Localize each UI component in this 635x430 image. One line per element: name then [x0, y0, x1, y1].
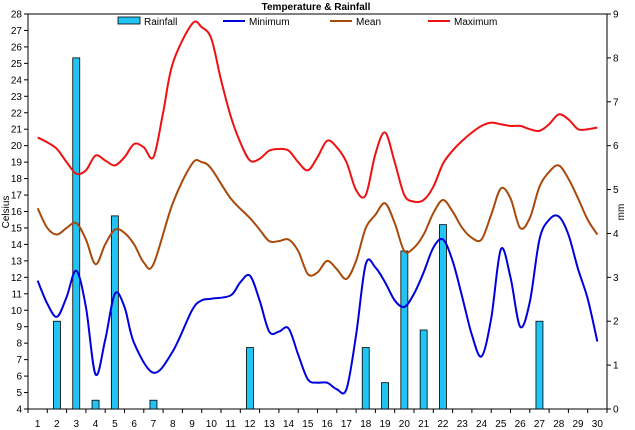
- y-tick-label: 13: [11, 256, 23, 267]
- y-tick-label: 20: [11, 141, 23, 152]
- y2-tick-label: 2: [613, 317, 619, 328]
- y-tick-label: 21: [11, 125, 23, 136]
- y2-tick-label: 7: [613, 97, 619, 108]
- y2-tick-label: 3: [613, 273, 619, 284]
- y-tick-label: 18: [11, 174, 23, 185]
- plot-area: 4567891011121314151617181920212223242526…: [11, 10, 619, 430]
- x-tick-label: 24: [476, 419, 488, 430]
- x-tick-label: 11: [225, 419, 236, 430]
- legend-swatch-rainfall: [117, 16, 141, 25]
- y-tick-label: 24: [11, 75, 23, 86]
- y2-tick-label: 9: [613, 10, 619, 21]
- y2-tick-label: 4: [613, 229, 619, 240]
- x-tick-label: 4: [93, 419, 99, 430]
- series-line-minimum: [36, 214, 599, 395]
- rainfall-bar-day-7: [149, 399, 158, 410]
- y-tick-label: 6: [16, 372, 22, 383]
- y-tick-label: 23: [11, 92, 23, 103]
- rainfall-bar-day-21: [419, 329, 428, 410]
- x-tick-label: 25: [495, 419, 507, 430]
- series-line-maximum: [37, 20, 598, 204]
- rainfall-bar-day-5: [110, 215, 119, 410]
- y-tick-label: 4: [16, 405, 22, 416]
- legend-label-maximum: Maximum: [454, 17, 497, 28]
- x-tick-label: 27: [534, 419, 546, 430]
- y2-tick-label: 6: [613, 141, 619, 152]
- x-tick-label: 9: [189, 419, 195, 430]
- y-tick-label: 11: [12, 289, 23, 300]
- y-tick-label: 14: [11, 240, 23, 251]
- x-tick-label: 19: [379, 419, 391, 430]
- x-tick-label: 2: [54, 419, 60, 430]
- y-tick-label: 7: [16, 355, 22, 366]
- y-tick-label: 17: [11, 191, 23, 202]
- x-tick-label: 29: [572, 419, 584, 430]
- x-tick-label: 8: [170, 419, 176, 430]
- rainfall-bar-day-27: [535, 320, 544, 410]
- legend-label-rainfall: Rainfall: [144, 17, 177, 28]
- y-tick-label: 25: [11, 59, 23, 70]
- x-tick-label: 3: [73, 419, 79, 430]
- x-tick-label: 26: [515, 419, 527, 430]
- x-tick-label: 30: [592, 419, 604, 430]
- x-tick-label: 18: [360, 419, 372, 430]
- y-tick-label: 22: [11, 108, 23, 119]
- y-tick-label: 19: [11, 158, 23, 169]
- y-tick-label: 27: [11, 26, 23, 37]
- legend: Rainfall Minimum Mean Maximum: [117, 16, 497, 28]
- y2-tick-label: 5: [613, 185, 619, 196]
- x-tick-label: 14: [283, 419, 295, 430]
- x-tick-label: 1: [35, 419, 41, 430]
- chart-title: Temperature & Rainfall: [262, 2, 371, 13]
- rainfall-bar-day-18: [361, 347, 370, 410]
- legend-label-mean: Mean: [356, 17, 381, 28]
- x-tick-label: 7: [151, 419, 157, 430]
- legend-label-minimum: Minimum: [249, 17, 290, 28]
- y2-tick-label: 0: [613, 405, 619, 416]
- x-tick-label: 5: [112, 419, 118, 430]
- x-tick-label: 16: [322, 419, 334, 430]
- y-axis-label: Celsius: [1, 196, 12, 229]
- rainfall-bar-day-19: [381, 382, 389, 410]
- x-tick-label: 13: [264, 419, 276, 430]
- rainfall-bar-day-4: [91, 399, 100, 410]
- y-tick-label: 10: [11, 306, 23, 317]
- series-line-mean: [36, 159, 599, 281]
- y-tick-label: 15: [11, 223, 23, 234]
- rainfall-bar-day-20: [400, 250, 409, 410]
- y2-tick-label: 8: [613, 53, 619, 64]
- y2-axis-label: mm: [616, 204, 627, 221]
- y-tick-label: 12: [11, 273, 23, 284]
- x-tick-label: 15: [302, 419, 314, 430]
- x-tick-label: 20: [399, 419, 411, 430]
- rainfall-bar-day-2: [53, 320, 61, 410]
- y-tick-label: 16: [11, 207, 23, 218]
- x-tick-label: 6: [131, 419, 137, 430]
- y-tick-label: 5: [16, 388, 22, 399]
- x-tick-label: 17: [341, 419, 353, 430]
- x-tick-label: 22: [437, 419, 449, 430]
- x-tick-label: 12: [244, 419, 256, 430]
- rainfall-bar-day-12: [246, 347, 254, 410]
- y-tick-label: 8: [16, 339, 22, 350]
- y-tick-label: 9: [16, 322, 22, 333]
- x-tick-label: 21: [418, 419, 430, 430]
- rainfall-bar-day-3: [72, 57, 81, 410]
- x-tick-label: 23: [457, 419, 469, 430]
- y2-tick-label: 1: [613, 361, 619, 372]
- x-tick-label: 10: [206, 419, 218, 430]
- x-tick-label: 28: [553, 419, 565, 430]
- rainfall-bar-day-22: [439, 224, 447, 410]
- y-tick-label: 26: [11, 42, 23, 53]
- y-tick-label: 28: [11, 10, 23, 21]
